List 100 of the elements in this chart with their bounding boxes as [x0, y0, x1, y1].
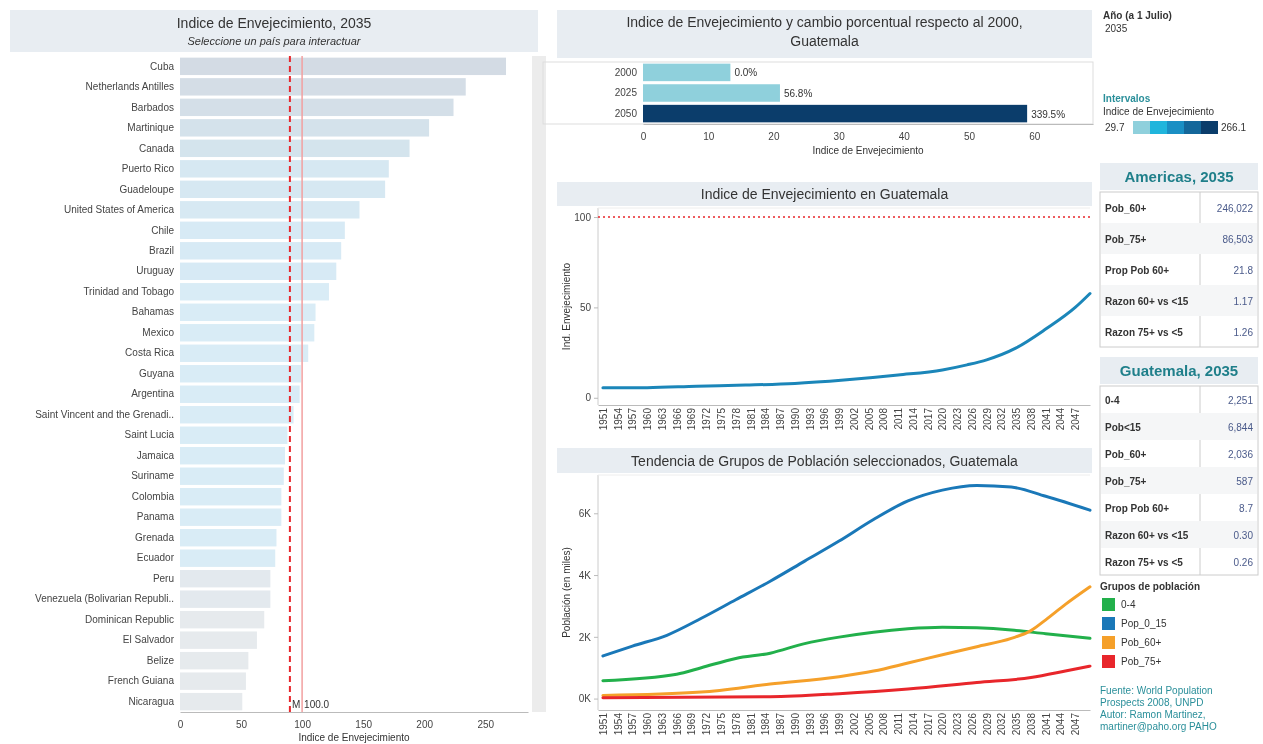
text: Indice de Envejecimiento	[1103, 106, 1215, 117]
x-tick-label: 1990	[789, 712, 801, 736]
bar	[180, 488, 282, 506]
x-tick-label: 150	[355, 719, 373, 731]
category-label: Pob_60+	[1105, 448, 1147, 460]
bar	[180, 651, 249, 670]
y-tick-label: United States of America	[63, 204, 175, 215]
x-tick-label: 1972	[701, 407, 713, 431]
y-tick-label: Peru	[152, 572, 174, 584]
y-tick-label: Saint Vincent and the Grenadi..	[35, 408, 174, 420]
x-tick-label: 40	[898, 131, 911, 143]
category-label: Prop Pob 60+	[1105, 264, 1170, 276]
bar	[180, 78, 466, 96]
y-tick-label: Brazil	[148, 244, 174, 256]
y-tick-label: Mexico	[142, 326, 175, 338]
x-tick-label: 2008	[878, 712, 890, 736]
data-label: 6,844	[1227, 421, 1254, 433]
x-tick-label: 1960	[642, 712, 654, 736]
y-tick-label: Canada	[138, 142, 175, 154]
bar	[180, 344, 309, 362]
y-tick-label: Costa Rica	[125, 347, 175, 359]
y-tick-label: Cuba	[150, 60, 175, 72]
x-tick-label: 2032	[996, 712, 1008, 736]
x-tick-label: 2032	[996, 407, 1008, 431]
x-tick-label: 200	[416, 719, 434, 731]
category-label: Pob<15	[1105, 421, 1142, 433]
x-tick-label: 2014	[907, 712, 919, 736]
y-tick-label: 6K	[578, 507, 592, 519]
data-label: 2,036	[1227, 448, 1254, 460]
y-tick-label: Venezuela (Bolivarian Republi..	[35, 593, 174, 605]
x-tick-label: 1978	[730, 407, 742, 431]
x-tick-label: 2035	[1011, 712, 1023, 736]
x-tick-label: 0	[640, 131, 647, 143]
x-tick-label: 2047	[1070, 712, 1082, 736]
x-tick-label: 100	[294, 719, 312, 731]
bar	[180, 365, 301, 383]
y-tick-label: Netherlands Antilles	[85, 81, 174, 93]
bar	[643, 104, 1028, 123]
x-tick-label: 1999	[834, 407, 846, 431]
x-tick-label: 2038	[1025, 712, 1037, 736]
legend-label: Pop_0_15	[1121, 618, 1168, 629]
x-tick-label: 1957	[627, 712, 639, 736]
legend-title: Grupos de población	[1100, 581, 1201, 592]
x-tick-label: 0	[177, 719, 184, 731]
legend-label: Pob_75+	[1121, 656, 1162, 667]
bar	[180, 201, 360, 219]
bar	[180, 549, 276, 567]
x-tick-label: 1957	[627, 407, 639, 431]
y-tick-label: Trinidad and Tobago	[83, 285, 175, 297]
y-tick-label: French Guiana	[107, 675, 175, 687]
x-tick-label: 1972	[701, 712, 713, 736]
line-series	[601, 585, 1092, 697]
x-tick-label: 2014	[907, 407, 919, 431]
x-tick-label: 1981	[745, 407, 757, 431]
text: Guatemala, 2035	[1119, 362, 1239, 379]
source-note: Fuente: World Population Prospects 2008, UNPD	[1100, 685, 1213, 708]
y-tick-label: Dominican Republic	[85, 613, 174, 625]
y-tick-label: 0	[585, 392, 592, 404]
x-tick-label: 2035	[1011, 407, 1023, 431]
bar	[180, 631, 257, 649]
x-tick-label: 1999	[834, 712, 846, 736]
x-tick-label: 2023	[952, 712, 964, 736]
annotation: 339.5%	[1031, 108, 1066, 120]
x-tick-label: 2020	[937, 407, 949, 431]
data-label: 8.7	[1239, 502, 1254, 514]
y-tick-label: Puerto Rico	[121, 163, 175, 175]
y-tick-label: El Salvador	[122, 634, 175, 646]
y-axis-title: Ind. Envejecimiento	[561, 262, 572, 351]
x-axis-title: Indice de Envejecimiento	[812, 145, 925, 156]
category-label: Pob_60+	[1105, 202, 1147, 214]
y-tick-label: 2000	[614, 66, 638, 78]
x-tick-label: 50	[235, 719, 248, 731]
x-tick-label: 30	[833, 131, 846, 143]
data-label: 0.30	[1233, 529, 1254, 541]
bar	[180, 672, 246, 690]
category-label: 0-4	[1105, 394, 1120, 406]
y-tick-label: Martinique	[127, 122, 175, 134]
bar	[180, 324, 315, 342]
y-tick-label: Saint Lucia	[124, 429, 175, 441]
x-axis-title: Indice de Envejecimiento	[298, 732, 411, 743]
x-tick-label: 1954	[612, 407, 624, 431]
x-tick-label: 1966	[671, 712, 683, 736]
x-tick-label: 1969	[686, 407, 698, 431]
x-tick-label: 2029	[981, 407, 993, 431]
x-tick-label: 2023	[952, 407, 964, 431]
category-label: Razon 75+ vs <5	[1105, 326, 1184, 338]
bar	[180, 426, 288, 444]
y-tick-label: Chile	[151, 224, 175, 236]
line-series	[601, 484, 1092, 658]
x-tick-label: 2041	[1040, 712, 1052, 736]
x-tick-label: 1969	[686, 712, 698, 736]
annotation: 0.0%	[734, 67, 758, 79]
data-label: 246,022	[1216, 202, 1254, 214]
x-tick-label: 2005	[863, 712, 875, 736]
bar	[180, 692, 243, 711]
y-tick-label: 100	[574, 211, 592, 223]
x-tick-label: 1975	[716, 712, 727, 736]
legend-label: 0-4	[1121, 599, 1136, 610]
chart-subtitle: Seleccione un país para interactuar	[187, 35, 362, 47]
ref-line-label: M	[291, 699, 301, 710]
